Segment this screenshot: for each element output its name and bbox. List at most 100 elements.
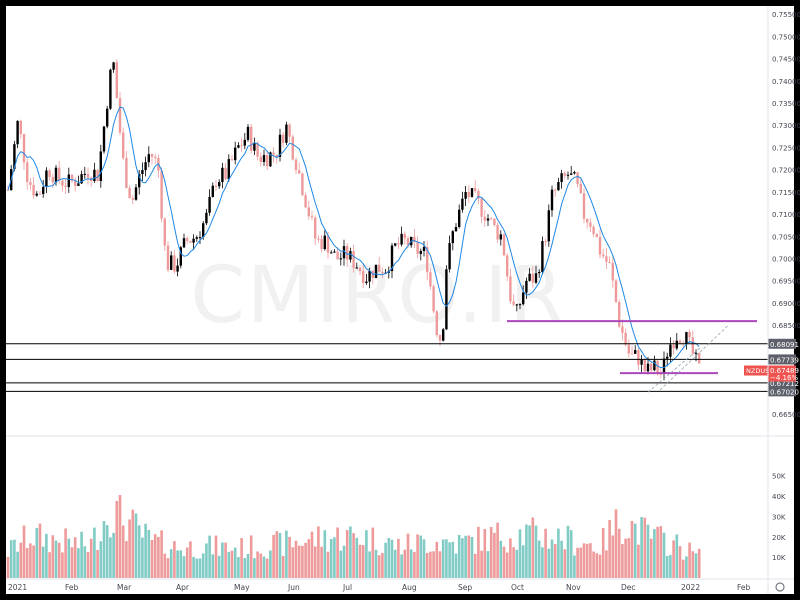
volume-bar [19, 542, 23, 578]
gear-icon[interactable] [775, 582, 785, 592]
candle-body [16, 120, 19, 145]
candle-body [218, 182, 221, 187]
dashed-trend-line[interactable] [659, 325, 729, 391]
candle-body [435, 311, 438, 336]
volume-bar [489, 527, 493, 578]
candle-body [486, 218, 490, 221]
candle-body [598, 237, 602, 255]
volume-bar [393, 549, 397, 578]
volume-bar [13, 539, 16, 578]
volume-bar [102, 521, 106, 578]
candle-body [582, 193, 586, 219]
candle-body [96, 169, 99, 182]
volume-bar [105, 525, 109, 578]
volume-bar [403, 549, 407, 578]
candle-body [230, 159, 234, 161]
volume-layer [6, 495, 701, 578]
volume-bar [41, 546, 45, 578]
volume-bar [589, 543, 592, 578]
symbol-label: NZDUSD [746, 367, 774, 375]
candle-body [650, 363, 653, 371]
price-tick-label: 0.75000 [772, 33, 800, 41]
volume-bar [445, 539, 448, 578]
volume-bar [688, 542, 691, 578]
price-tick-label: 0.66500 [772, 411, 800, 419]
volume-bar [38, 523, 42, 578]
candle-body [349, 251, 352, 260]
volume-bar [182, 556, 186, 578]
candle-body [416, 242, 419, 254]
volume-bar [627, 538, 631, 578]
volume-bar [16, 551, 19, 578]
candle-body [160, 170, 163, 219]
candle-body [301, 173, 304, 196]
dashed-trend-line[interactable] [647, 347, 701, 393]
volume-bar [48, 552, 51, 578]
volume-bar [112, 532, 115, 578]
volume-bar [678, 546, 682, 578]
volume-bar [179, 550, 183, 578]
volume-bar [502, 546, 506, 578]
candle-body [538, 272, 541, 274]
candle-body [294, 159, 298, 171]
candle-body [374, 264, 378, 279]
candle-body [224, 167, 227, 180]
candle-body [643, 358, 646, 372]
candle-body [163, 218, 166, 246]
volume-bar [256, 551, 259, 578]
volume-bar [544, 528, 547, 578]
price-tick-label: 0.70500 [772, 233, 800, 241]
candle-body [573, 172, 576, 174]
volume-bar [54, 540, 58, 578]
candle-body [346, 246, 349, 260]
volume-bar [409, 549, 413, 578]
volume-bar [115, 500, 119, 578]
candle-body [586, 218, 589, 223]
candle-body [131, 198, 134, 200]
candle-body [128, 187, 131, 199]
candle-body [506, 255, 509, 277]
candle-body [502, 234, 506, 256]
candle-body [198, 237, 202, 239]
volume-bar [246, 553, 250, 578]
volume-bar [336, 527, 339, 578]
candle-body [211, 185, 214, 197]
time-tick-label: Dec [621, 583, 636, 592]
volume-bar [51, 535, 55, 578]
time-tick-label: Jun [287, 583, 300, 592]
candle-body [499, 234, 502, 240]
volume-bar [377, 555, 381, 578]
candle-body [54, 167, 58, 183]
candle-layer [6, 59, 701, 381]
volume-bar [93, 527, 96, 578]
volume-bar [637, 544, 640, 578]
volume-bar [240, 538, 243, 578]
candle-body [576, 172, 579, 184]
volume-bar [9, 540, 13, 578]
volume-bar [521, 545, 525, 578]
volume-bar [560, 540, 563, 578]
candle-body [208, 196, 211, 213]
candle-body [118, 98, 122, 133]
volume-bar [461, 538, 464, 578]
volume-bar [339, 550, 343, 578]
candle-body [80, 174, 83, 184]
candle-body [467, 192, 470, 197]
candle-body [99, 151, 102, 182]
candle-body [70, 174, 74, 181]
candle-body [342, 246, 346, 259]
volume-bar [566, 525, 570, 578]
level-price-label: 0.67212 [770, 380, 799, 388]
volume-bar [435, 541, 439, 578]
candle-body [339, 258, 342, 260]
candle-body [637, 350, 640, 365]
volume-bar [416, 534, 419, 578]
volume-bar [598, 554, 602, 578]
volume-bar [64, 528, 67, 578]
volume-bar [557, 528, 560, 578]
volume-bar [653, 529, 656, 578]
candle-body [438, 335, 442, 341]
candle-body [64, 185, 67, 187]
volume-bar [486, 551, 490, 578]
